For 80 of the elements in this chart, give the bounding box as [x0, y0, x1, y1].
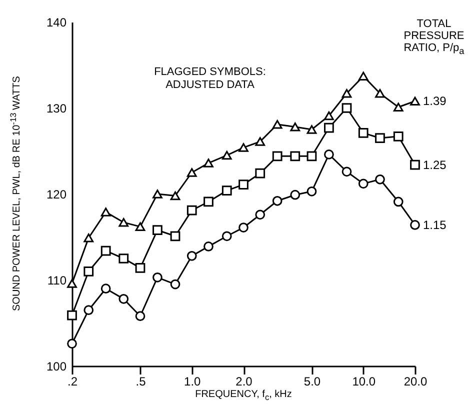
series-label: 1.39 [423, 94, 447, 108]
series-label: 1.15 [423, 218, 447, 232]
y-tick-label: 130 [46, 102, 67, 116]
y-tick-label: 100 [46, 360, 67, 374]
point [100, 246, 111, 256]
point [204, 242, 214, 252]
point [358, 72, 368, 81]
y-tick-label: 110 [47, 274, 67, 288]
point [306, 186, 317, 196]
point [67, 338, 77, 349]
point [67, 310, 77, 320]
point [135, 263, 146, 273]
point [358, 178, 368, 189]
point [118, 218, 129, 227]
point [255, 168, 266, 178]
point [84, 233, 94, 242]
point [324, 122, 334, 133]
point [410, 220, 420, 230]
point [170, 231, 180, 242]
point [324, 111, 334, 120]
point [272, 151, 282, 162]
point [100, 208, 111, 216]
x-tick-label: .5 [136, 374, 146, 388]
point [290, 190, 300, 200]
point [186, 250, 197, 261]
x-tick-label: 1.0 [184, 374, 202, 388]
point [118, 254, 129, 264]
point [118, 294, 129, 304]
point [290, 151, 300, 162]
point [100, 284, 111, 294]
point [170, 191, 180, 200]
point [152, 190, 162, 198]
y-tick-label: 120 [46, 188, 67, 202]
point [358, 128, 368, 138]
point [186, 205, 197, 216]
point [204, 158, 214, 168]
x-axis-title: FREQUENCY, f$_{c}$, kHz [194, 389, 293, 402]
point [342, 166, 352, 177]
point [222, 150, 232, 160]
series-label: 1.25 [423, 158, 447, 172]
point [152, 272, 162, 282]
point [324, 150, 334, 160]
legend-title: TOTAL PRESSURE RATIO, P/p$_{a}$ [402, 18, 466, 58]
point [135, 222, 146, 232]
point [186, 168, 197, 177]
point [84, 305, 94, 316]
point [222, 186, 232, 196]
x-tick-label: 2.0 [236, 374, 253, 388]
point [393, 102, 404, 112]
point [135, 311, 146, 322]
point [222, 231, 232, 242]
point [255, 210, 266, 220]
point [152, 225, 162, 236]
point [393, 196, 404, 207]
point [255, 137, 266, 146]
point [375, 89, 385, 98]
point [170, 279, 180, 290]
point [393, 131, 404, 142]
point [375, 133, 385, 144]
point [204, 196, 214, 207]
point [342, 89, 352, 98]
annotation: FLAGGED SYMBOLS: ADJUSTED DATA [153, 66, 267, 92]
point [410, 160, 420, 170]
point [290, 122, 300, 132]
point [272, 196, 282, 206]
point [84, 266, 94, 276]
point [306, 151, 317, 162]
point [375, 174, 385, 184]
x-tick-label: 10.0 [352, 374, 376, 388]
point [238, 143, 248, 152]
point [272, 120, 282, 129]
point [238, 222, 248, 232]
point [342, 103, 352, 113]
x-tick-label: .2 [67, 374, 78, 388]
point [410, 96, 420, 106]
y-tick-label: 140 [46, 16, 67, 30]
point [306, 125, 317, 134]
point [238, 180, 248, 190]
x-tick-label: 20.0 [404, 374, 428, 388]
x-tick-label: 5.0 [304, 374, 321, 388]
